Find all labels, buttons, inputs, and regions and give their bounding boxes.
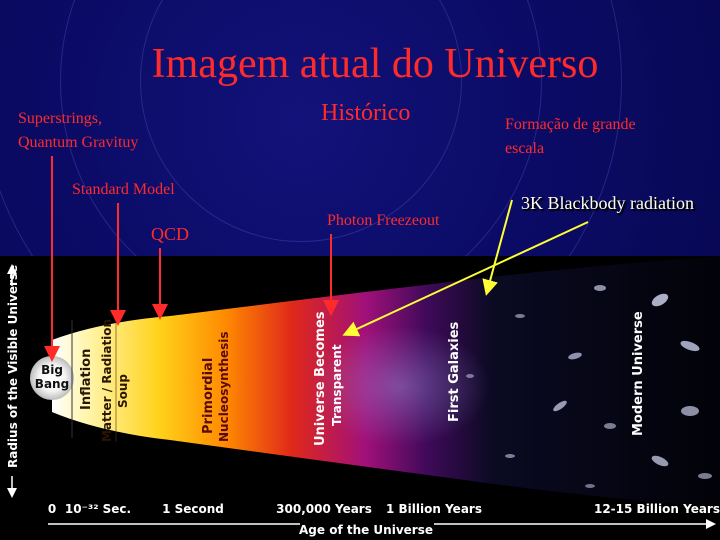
y-axis-label-bg — [4, 286, 20, 476]
label-superstrings: Superstrings, — [18, 110, 102, 127]
x-tick-label: 0 — [48, 502, 56, 516]
arrow-formacao-to-galaxies — [482, 199, 513, 296]
label-standard-model: Standard Model — [72, 181, 175, 198]
x-tick-label: 12-15 Billion Years — [594, 502, 720, 516]
x-tick-label: 1 Billion Years — [386, 502, 482, 516]
era-label-matter-radiation-line2: Soup — [116, 374, 130, 408]
universe-figure: Big Bang Inflation Matter / Radiation So… — [0, 256, 720, 540]
y-axis-arrow-up-icon — [7, 264, 17, 274]
era-label-primordial-line2: Nucleosynthesis — [217, 331, 231, 442]
era-label-inflation: Inflation — [79, 349, 94, 410]
label-qcd: QCD — [151, 224, 190, 244]
cosmic-haze — [310, 326, 490, 446]
label-historico: Histórico — [321, 100, 411, 126]
big-bang-label-line2: Bang — [35, 377, 69, 391]
era-label-first-galaxies: First Galaxies — [447, 321, 462, 422]
era-label-transparent-line2: Transparent — [330, 344, 344, 426]
x-axis-label: Age of the Universe — [299, 523, 433, 537]
x-tick-label: 1 Second — [162, 502, 224, 516]
era-label-modern-universe: Modern Universe — [631, 311, 646, 436]
universe-timeline-graphic: Big Bang Inflation Matter / Radiation So… — [4, 256, 720, 537]
y-axis-arrow-down-icon — [7, 488, 17, 498]
big-bang-circle — [30, 356, 74, 400]
label-formacao-line1: Formação de grande — [505, 116, 636, 133]
galaxies — [466, 285, 712, 488]
x-axis-label-bg — [300, 518, 434, 532]
era-label-primordial-line1: Primordial — [201, 358, 216, 434]
label-photon-freezeout: Photon Freezeout — [327, 212, 440, 229]
x-axis-arrow-right-icon — [706, 519, 716, 529]
big-bang-label-line1: Big — [41, 363, 63, 377]
x-tick-label: 10⁻³² Sec. — [65, 502, 131, 516]
arrow-blackbody-to-transparent — [342, 221, 589, 337]
slide-title: Imagem atual do Universo — [151, 41, 599, 87]
era-label-matter-radiation-line1: Matter / Radiation — [100, 319, 114, 442]
y-axis-label: Radius of the Visible Universe — [6, 265, 20, 468]
label-quantum-gravity: Quantum Gravituy — [18, 134, 139, 151]
x-tick-label: 300,000 Years — [276, 502, 372, 516]
era-label-transparent-line1: Universe Becomes — [313, 311, 328, 446]
label-formacao-line2: escala — [505, 140, 545, 157]
label-blackbody-radiation: 3K Blackbody radiation — [521, 193, 694, 213]
